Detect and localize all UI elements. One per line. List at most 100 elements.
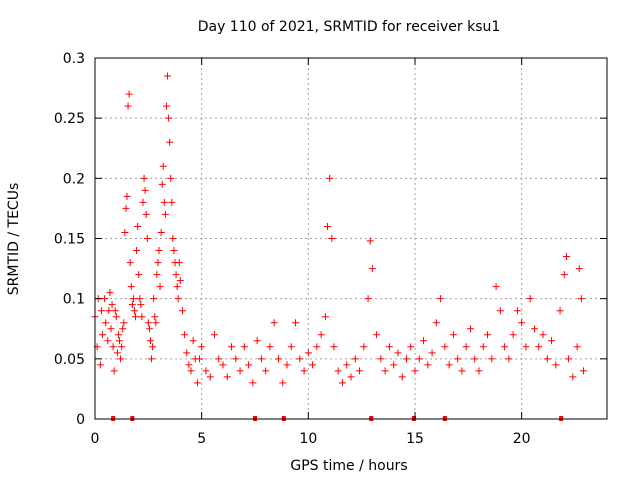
data-points <box>91 72 588 421</box>
data-point <box>145 325 153 333</box>
data-point <box>522 343 530 351</box>
data-point <box>475 367 483 375</box>
data-point <box>326 174 334 182</box>
x-tick-label: 15 <box>406 431 424 447</box>
data-point <box>330 343 338 351</box>
data-point <box>104 337 112 345</box>
data-point <box>141 186 149 194</box>
data-point <box>113 349 121 357</box>
data-point <box>279 379 287 387</box>
data-point <box>287 343 295 351</box>
data-point <box>215 355 223 363</box>
data-point <box>454 355 462 363</box>
data-point <box>187 367 195 375</box>
data-point <box>432 319 440 327</box>
data-point <box>543 355 551 363</box>
data-point <box>183 349 191 357</box>
y-ticks: 0 0.05 0.1 0.15 0.2 0.25 0.3 <box>54 51 607 428</box>
data-point <box>142 210 150 218</box>
data-point <box>130 307 138 315</box>
data-point <box>138 313 146 321</box>
data-point <box>368 265 376 273</box>
x-ticks: 0 5 10 15 20 <box>91 58 531 447</box>
data-point <box>479 343 487 351</box>
y-tick-label: 0.1 <box>63 292 85 308</box>
y-tick-label: 0.2 <box>63 171 85 187</box>
x-tick-label: 5 <box>197 431 206 447</box>
data-point <box>158 180 166 188</box>
data-point <box>270 319 278 327</box>
data-point <box>117 355 125 363</box>
data-point <box>505 355 513 363</box>
data-point <box>347 373 355 381</box>
data-point <box>153 271 161 279</box>
data-point <box>526 295 534 303</box>
data-point <box>390 361 398 369</box>
data-point <box>166 138 174 146</box>
data-point <box>351 355 359 363</box>
data-point <box>156 283 164 291</box>
data-point <box>580 367 588 375</box>
y-tick-label: 0.25 <box>54 111 85 127</box>
data-point <box>108 301 116 309</box>
y-tick-label: 0.3 <box>63 51 85 67</box>
data-point <box>539 331 547 339</box>
data-point <box>232 355 240 363</box>
data-point <box>107 325 115 333</box>
data-point <box>202 367 210 375</box>
data-point <box>173 283 181 291</box>
data-point <box>236 367 244 375</box>
data-point <box>140 174 148 182</box>
data-point <box>148 355 156 363</box>
data-point <box>149 343 157 351</box>
data-point <box>575 265 583 273</box>
data-point <box>518 319 526 327</box>
data-point <box>134 222 142 230</box>
data-point <box>120 319 128 327</box>
data-point <box>501 343 509 351</box>
y-tick-label: 0.15 <box>54 232 85 248</box>
data-point <box>169 235 177 242</box>
data-point <box>98 331 106 339</box>
data-point <box>484 331 492 339</box>
y-tick-label: 0 <box>76 412 85 428</box>
data-point <box>338 379 346 387</box>
data-point <box>309 361 317 369</box>
data-point <box>112 313 120 321</box>
data-point <box>228 343 236 351</box>
data-point <box>176 277 184 285</box>
data-point <box>106 289 114 297</box>
x-axis-label: GPS time / hours <box>290 458 407 474</box>
data-point <box>556 307 564 315</box>
data-point <box>116 337 124 345</box>
data-point <box>151 313 159 321</box>
data-point <box>441 343 449 351</box>
data-point <box>530 325 538 333</box>
data-point <box>360 343 368 351</box>
data-point <box>373 331 381 339</box>
data-point <box>159 162 167 170</box>
data-point <box>189 337 197 345</box>
data-point <box>424 361 432 369</box>
data-point <box>317 331 325 339</box>
data-point <box>488 355 496 363</box>
data-point <box>402 355 410 363</box>
data-point <box>135 271 143 279</box>
data-point <box>119 325 127 333</box>
data-point <box>150 295 158 303</box>
data-point <box>124 102 132 110</box>
data-point <box>321 313 329 321</box>
data-point <box>411 367 419 375</box>
data-point <box>133 247 141 255</box>
data-point <box>385 343 393 351</box>
data-point <box>394 349 402 357</box>
data-point <box>96 361 104 369</box>
data-point <box>125 90 133 98</box>
data-point <box>398 373 406 381</box>
data-point <box>129 295 137 303</box>
data-point <box>328 235 336 242</box>
data-point <box>445 361 453 369</box>
data-point <box>168 198 176 206</box>
data-point <box>471 355 479 363</box>
data-point <box>172 271 180 279</box>
